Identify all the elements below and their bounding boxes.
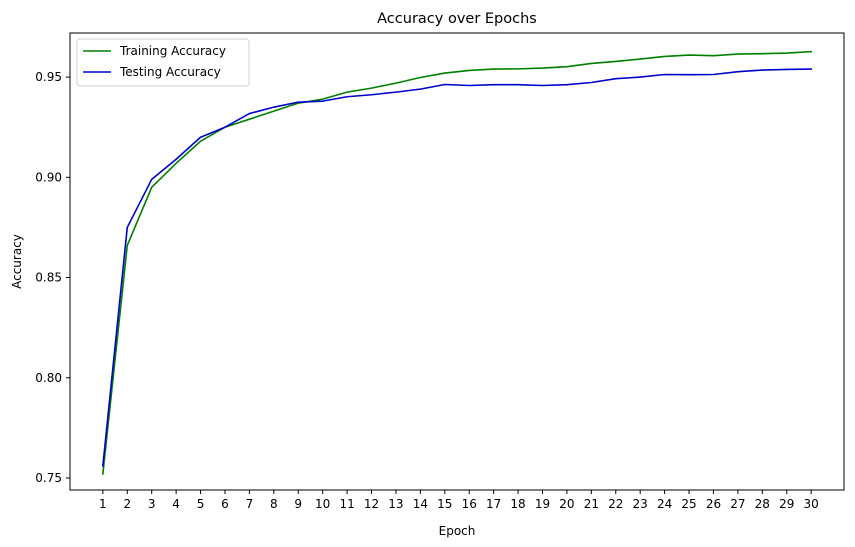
x-tick-label: 1 (99, 497, 107, 511)
x-tick-label: 14 (413, 497, 428, 511)
x-tick-label: 15 (437, 497, 452, 511)
y-tick-label: 0.95 (35, 70, 62, 84)
y-tick-label: 0.80 (35, 371, 62, 385)
y-tick-label: 0.75 (35, 471, 62, 485)
x-tick-label: 19 (535, 497, 550, 511)
y-tick-label: 0.90 (35, 170, 62, 184)
legend-box (76, 38, 250, 87)
x-tick-label: 13 (388, 497, 403, 511)
x-axis: 1 2 3 4 5 6 7 8 9 10 11 12 13 14 15 16 17 18 19 20 21 22 23 24 2… (99, 490, 819, 511)
x-tick-label: 28 (755, 497, 770, 511)
x-tick-label: 24 (657, 497, 672, 511)
legend-label: Training Accuracy (119, 44, 226, 58)
x-tick-label: 8 (270, 497, 278, 511)
y-axis: 0.75 0.80 0.85 0.90 0.95 (35, 70, 70, 485)
x-tick-label: 26 (706, 497, 721, 511)
x-tick-label: 7 (246, 497, 254, 511)
legend-label: Testing Accuracy (119, 65, 221, 79)
x-tick-label: 27 (730, 497, 745, 511)
plot-area (101, 50, 812, 475)
x-tick-label: 9 (294, 497, 302, 511)
x-tick-label: 17 (486, 497, 501, 511)
series-line-testing-accuracy (101, 68, 812, 467)
x-tick-label: 20 (559, 497, 574, 511)
x-tick-label: 21 (584, 497, 599, 511)
x-tick-label: 25 (681, 497, 696, 511)
x-tick-label: 30 (804, 497, 819, 511)
x-tick-label: 4 (172, 497, 180, 511)
y-tick-label: 0.85 (35, 271, 62, 285)
x-tick-label: 18 (510, 497, 525, 511)
x-tick-label: 16 (462, 497, 477, 511)
plot-frame (69, 32, 845, 491)
legend: Training Accuracy Testing Accuracy (76, 38, 250, 87)
chart-title: Accuracy over Epochs (377, 11, 537, 27)
x-tick-label: 11 (339, 497, 354, 511)
series-line-training-accuracy (101, 50, 812, 475)
y-axis-label: Accuracy (10, 234, 24, 289)
x-tick-label: 6 (221, 497, 229, 511)
x-tick-label: 22 (608, 497, 623, 511)
x-tick-label: 2 (123, 497, 131, 511)
x-tick-label: 5 (197, 497, 205, 511)
x-tick-label: 29 (779, 497, 794, 511)
x-tick-label: 3 (148, 497, 156, 511)
x-tick-label: 12 (364, 497, 379, 511)
x-tick-label: 10 (315, 497, 330, 511)
x-tick-label: 23 (633, 497, 648, 511)
x-axis-label: Epoch (439, 524, 476, 538)
